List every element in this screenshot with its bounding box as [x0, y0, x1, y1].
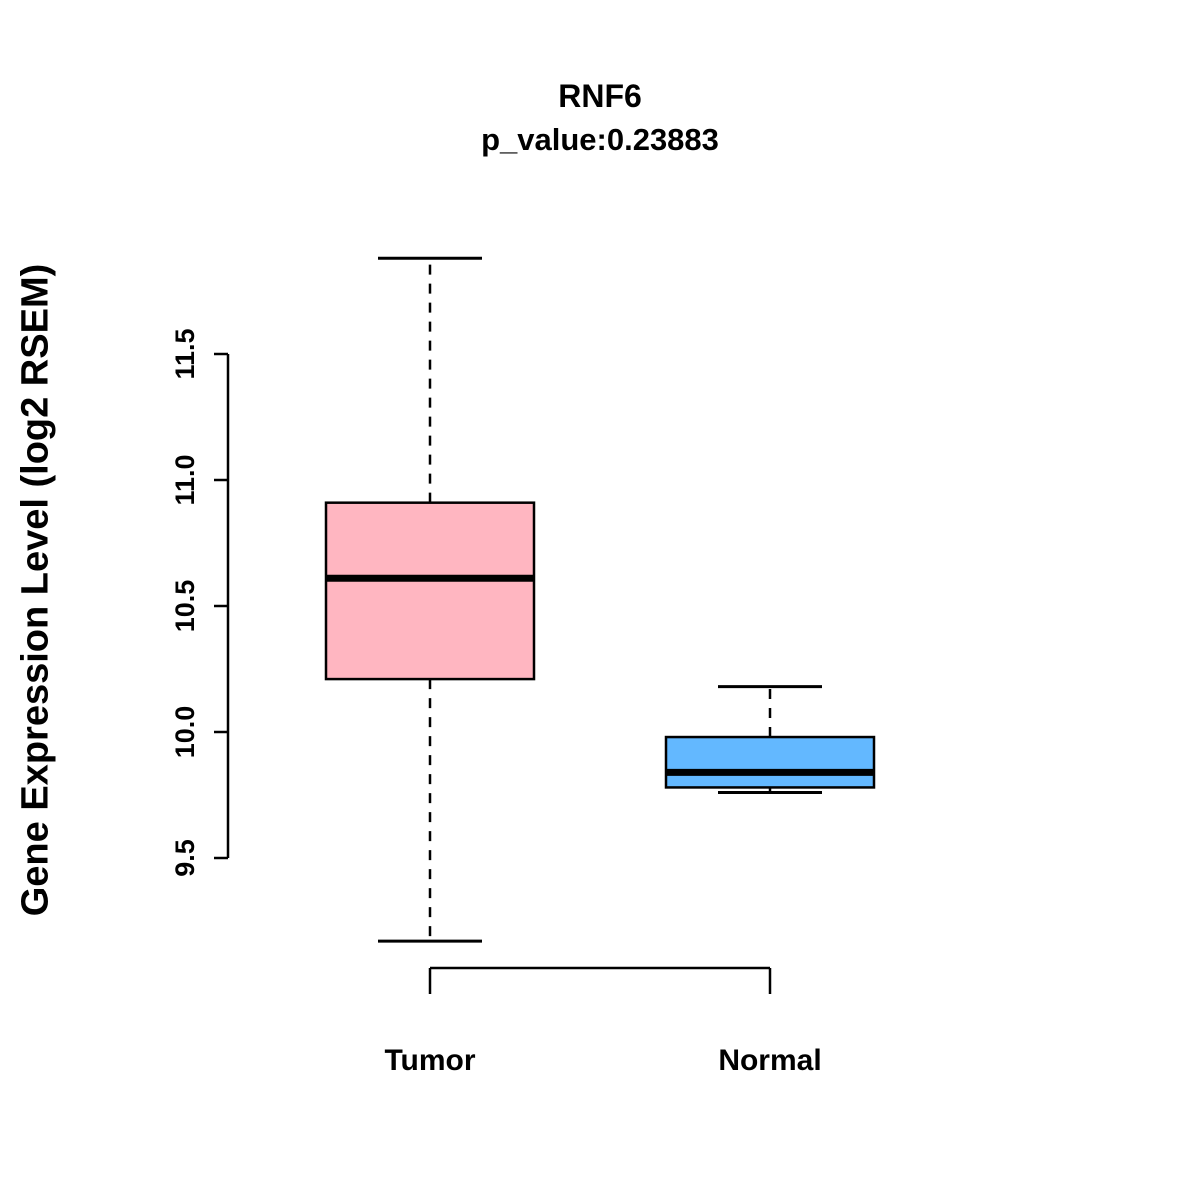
chart-title: RNF6	[558, 78, 642, 114]
x-category-label-normal: Normal	[718, 1044, 821, 1077]
y-tick-label: 9.5	[170, 839, 200, 877]
y-tick-label: 10.0	[170, 706, 200, 759]
box-normal	[664, 735, 876, 789]
y-tick-label: 11.5	[170, 328, 200, 379]
y-tick-label: 11.0	[170, 454, 200, 505]
chart-subtitle: p_value:0.23883	[481, 122, 719, 157]
x-category-label-tumor: Tumor	[384, 1044, 475, 1077]
y-tick-label: 10.5	[170, 580, 200, 633]
box-tumor	[324, 501, 536, 681]
